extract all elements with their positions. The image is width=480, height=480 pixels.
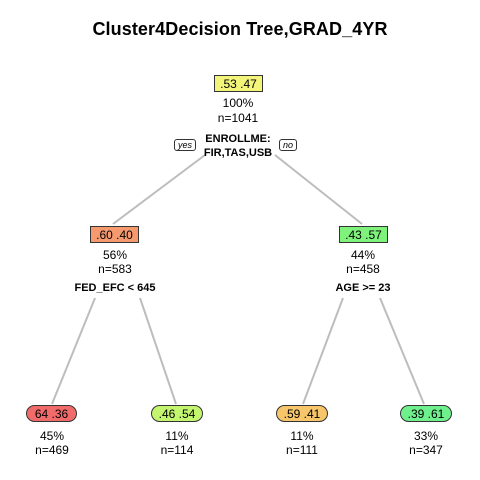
yes-edge-label: yes bbox=[174, 139, 197, 151]
leaf2-pct: 11% bbox=[165, 429, 189, 443]
edge-left-leaf2 bbox=[139, 297, 177, 405]
left-node-box: .60 .40 bbox=[90, 226, 139, 243]
leaf1-box: 64 .36 bbox=[26, 405, 77, 422]
no-edge-label: no bbox=[279, 139, 298, 151]
chart-title: Cluster4Decision Tree,GRAD_4YR bbox=[92, 19, 388, 39]
edge-root-left bbox=[112, 154, 206, 225]
right-split: AGE >= 23 bbox=[335, 282, 391, 294]
right-node-pct: 44% bbox=[350, 248, 376, 262]
edge-right-leaf4 bbox=[379, 297, 425, 405]
right-node-n: n=458 bbox=[346, 262, 380, 276]
leaf2-box: .46 .54 bbox=[151, 405, 203, 422]
leaf3-pct: 11% bbox=[290, 429, 314, 443]
left-split: FED_EFC < 645 bbox=[74, 282, 156, 294]
leaf4-n: n=347 bbox=[409, 443, 443, 457]
left-node-n: n=583 bbox=[98, 262, 132, 276]
root-node-n: n=1041 bbox=[217, 111, 259, 125]
right-node-box: .43 .57 bbox=[339, 226, 388, 243]
root-split-line1: ENROLLME: bbox=[205, 133, 271, 145]
edge-right-leaf3 bbox=[302, 297, 344, 405]
edge-root-right bbox=[274, 154, 363, 225]
leaf2-n: n=114 bbox=[160, 443, 194, 457]
leaf1-n: n=469 bbox=[35, 443, 69, 457]
leaf4-box: .39 .61 bbox=[400, 405, 452, 422]
root-node-pct: 100% bbox=[222, 96, 254, 110]
leaf4-pct: 33% bbox=[413, 429, 439, 443]
edge-left-leaf1 bbox=[51, 297, 96, 405]
leaf3-n: n=111 bbox=[286, 443, 318, 457]
leaf3-box: .59 .41 bbox=[276, 405, 328, 422]
root-node-box: .53 .47 bbox=[214, 75, 263, 92]
left-node-pct: 56% bbox=[102, 248, 128, 262]
root-split-line2: FIR,TAS,USB bbox=[203, 147, 273, 159]
leaf1-pct: 45% bbox=[39, 429, 65, 443]
